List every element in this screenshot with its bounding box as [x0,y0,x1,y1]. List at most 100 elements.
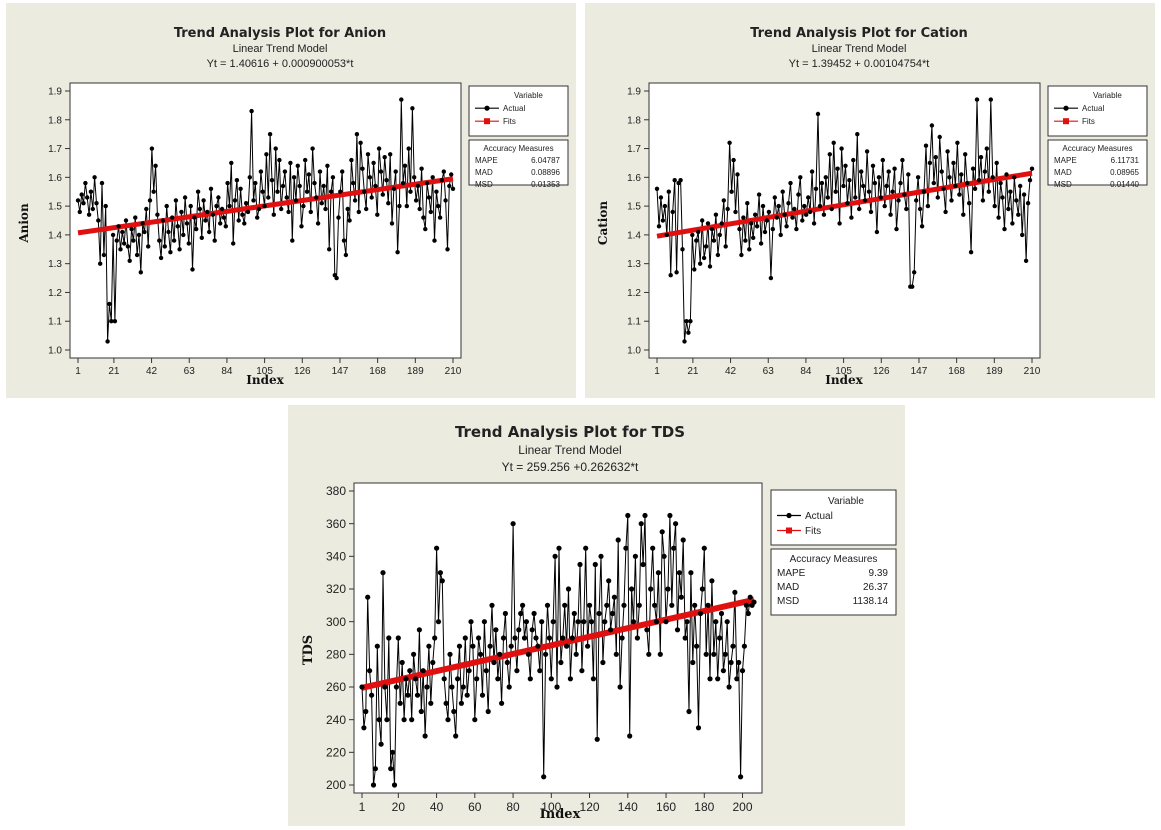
actual-data-point [804,212,809,217]
actual-data-point [847,178,852,183]
x-tick-label: 160 [656,800,676,814]
actual-data-point [849,215,854,220]
actual-data-point [415,183,421,189]
actual-data-point [447,651,453,657]
x-tick-label: 189 [407,366,424,377]
actual-data-point [197,206,203,212]
accuracy-metric-name: MSD [1054,180,1072,189]
actual-data-point [729,189,734,194]
actual-data-point [134,252,140,258]
actual-data-point [251,198,256,203]
actual-data-point [914,198,919,203]
actual-data-point [449,172,454,177]
y-tick-label: 1.0 [48,346,62,357]
x-tick-label: 20 [392,800,406,814]
actual-data-point [408,189,413,194]
actual-data-point [393,169,398,174]
actual-data-point [282,169,288,174]
actual-data-point [674,627,681,633]
actual-data-point [1023,258,1029,263]
actual-data-point [483,668,489,674]
actual-data-point [90,206,96,212]
actual-data-point [636,602,642,608]
actual-data-point [142,229,147,235]
actual-data-point [418,708,424,715]
actual-data-point [391,782,398,788]
actual-data-point [384,178,389,183]
actual-data-point [455,676,461,682]
y-axis-label: TDS [301,635,316,665]
y-tick-label: 380 [326,484,346,498]
y-tick-label: 1.3 [627,259,641,270]
actual-data-point [391,186,397,191]
actual-data-point [361,725,367,731]
x-tick-label: 105 [256,366,273,377]
actual-data-point [405,692,411,698]
actual-data-point [733,209,738,215]
actual-data-point [747,594,753,600]
actual-data-point [186,241,191,246]
actual-data-point [123,218,129,223]
actual-data-point [851,157,856,163]
actual-data-point [554,684,560,690]
actual-data-point [310,146,315,151]
actual-data-point [92,175,97,180]
actual-data-point [692,267,697,272]
actual-data-point [520,602,526,608]
actual-data-point [1027,178,1033,183]
actual-data-point [382,684,388,690]
actual-data-point [378,741,384,747]
actual-data-point [219,206,225,212]
actual-data-point [632,553,638,559]
y-tick-label: 200 [326,778,346,792]
actual-data-point [673,521,679,527]
actual-data-point [951,160,956,166]
actual-data-point [1029,166,1035,171]
x-tick-label: 210 [1024,366,1041,377]
actual-data-point [402,163,408,168]
actual-data-point [718,610,725,617]
y-tick-label: 1.7 [48,144,62,155]
actual-data-point [493,627,499,633]
actual-data-point [739,668,746,674]
actual-data-point [741,643,747,649]
x-tick-label: 1 [654,366,660,377]
actual-data-point [1014,198,1019,203]
actual-data-point [338,189,343,194]
actual-data-point [177,247,182,252]
y-tick-label: 280 [326,648,346,662]
actual-data-point [762,229,768,235]
actual-data-point [988,97,993,102]
actual-data-point [441,169,446,174]
actual-data-point [269,178,275,183]
x-tick-label: 189 [986,366,1003,377]
actual-data-point [592,561,598,568]
actual-data-point [308,209,313,215]
actual-data-point [703,651,709,657]
actual-data-point [737,226,742,232]
actual-data-point [173,198,179,203]
actual-data-point [399,659,405,666]
actual-data-point [724,619,730,625]
actual-data-point [735,172,740,177]
chart-equation: Yt = 1.40616 + 0.000900053*t [207,58,354,70]
actual-data-point [665,586,671,592]
chart-equation: Yt = 259.256 +0.262632*t [502,460,639,474]
actual-data-point [372,766,378,772]
actual-data-point [358,140,363,145]
legend-entry-label: Actual [503,104,525,113]
actual-data-point [450,186,456,191]
actual-data-point [160,218,166,223]
actual-data-point [671,545,677,551]
actual-data-point [386,635,392,641]
actual-data-point [758,241,764,246]
legend-swatch-marker [1063,105,1069,111]
actual-data-point [371,160,376,166]
actual-data-point [862,198,868,203]
actual-series-line [77,99,454,342]
actual-data-point [859,169,864,174]
actual-data-point [212,238,217,243]
actual-data-point [378,169,384,174]
actual-data-point [764,218,770,223]
actual-data-point [336,215,341,220]
